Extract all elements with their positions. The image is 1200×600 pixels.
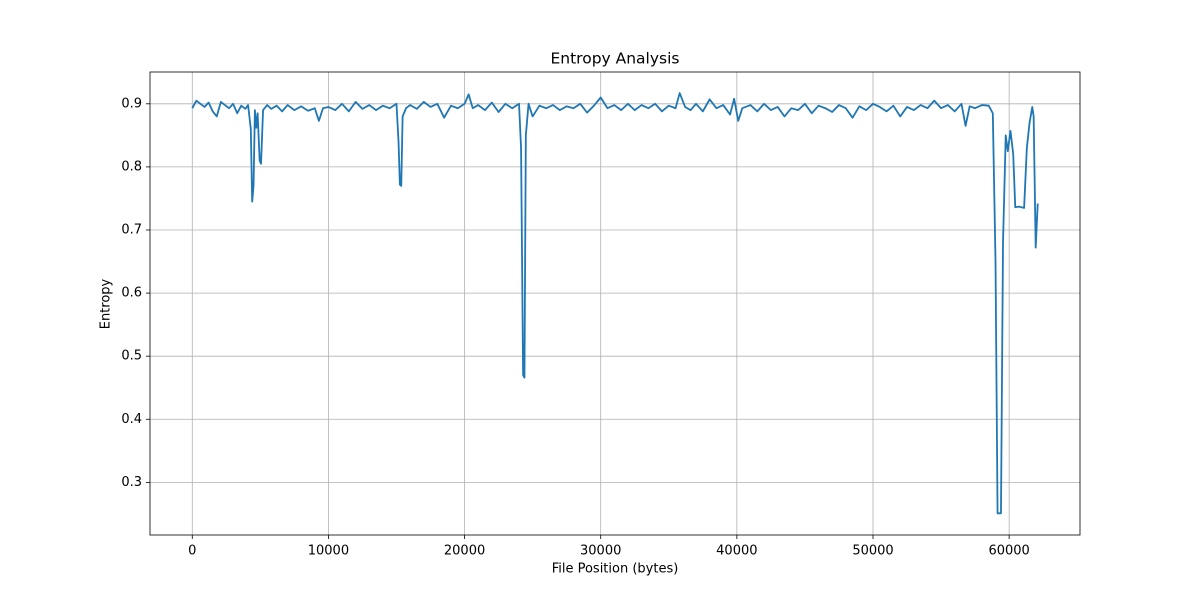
x-tick-label: 10000: [308, 544, 349, 559]
y-tick-label: 0.8: [121, 159, 142, 174]
y-tick-label: 0.4: [121, 412, 142, 427]
chart-title: Entropy Analysis: [550, 50, 679, 68]
x-tick-label: 60000: [988, 544, 1029, 559]
x-tick-label: 30000: [580, 544, 621, 559]
plot-frame: [149, 71, 1081, 536]
y-tick-label: 0.3: [121, 475, 142, 490]
data-line: [191, 92, 1039, 515]
x-axis-label: File Position (bytes): [552, 562, 679, 577]
y-tick-label: 0.6: [121, 286, 142, 301]
x-tick-label: 0: [188, 544, 196, 559]
y-tick-label: 0.9: [121, 96, 142, 111]
x-tick-label: 20000: [444, 544, 485, 559]
y-tick-label: 0.7: [121, 222, 142, 237]
y-axis-label: Entropy: [99, 278, 114, 329]
x-tick-label: 50000: [852, 544, 893, 559]
y-tick-label: 0.5: [121, 349, 142, 364]
x-tick-label: 40000: [716, 544, 757, 559]
